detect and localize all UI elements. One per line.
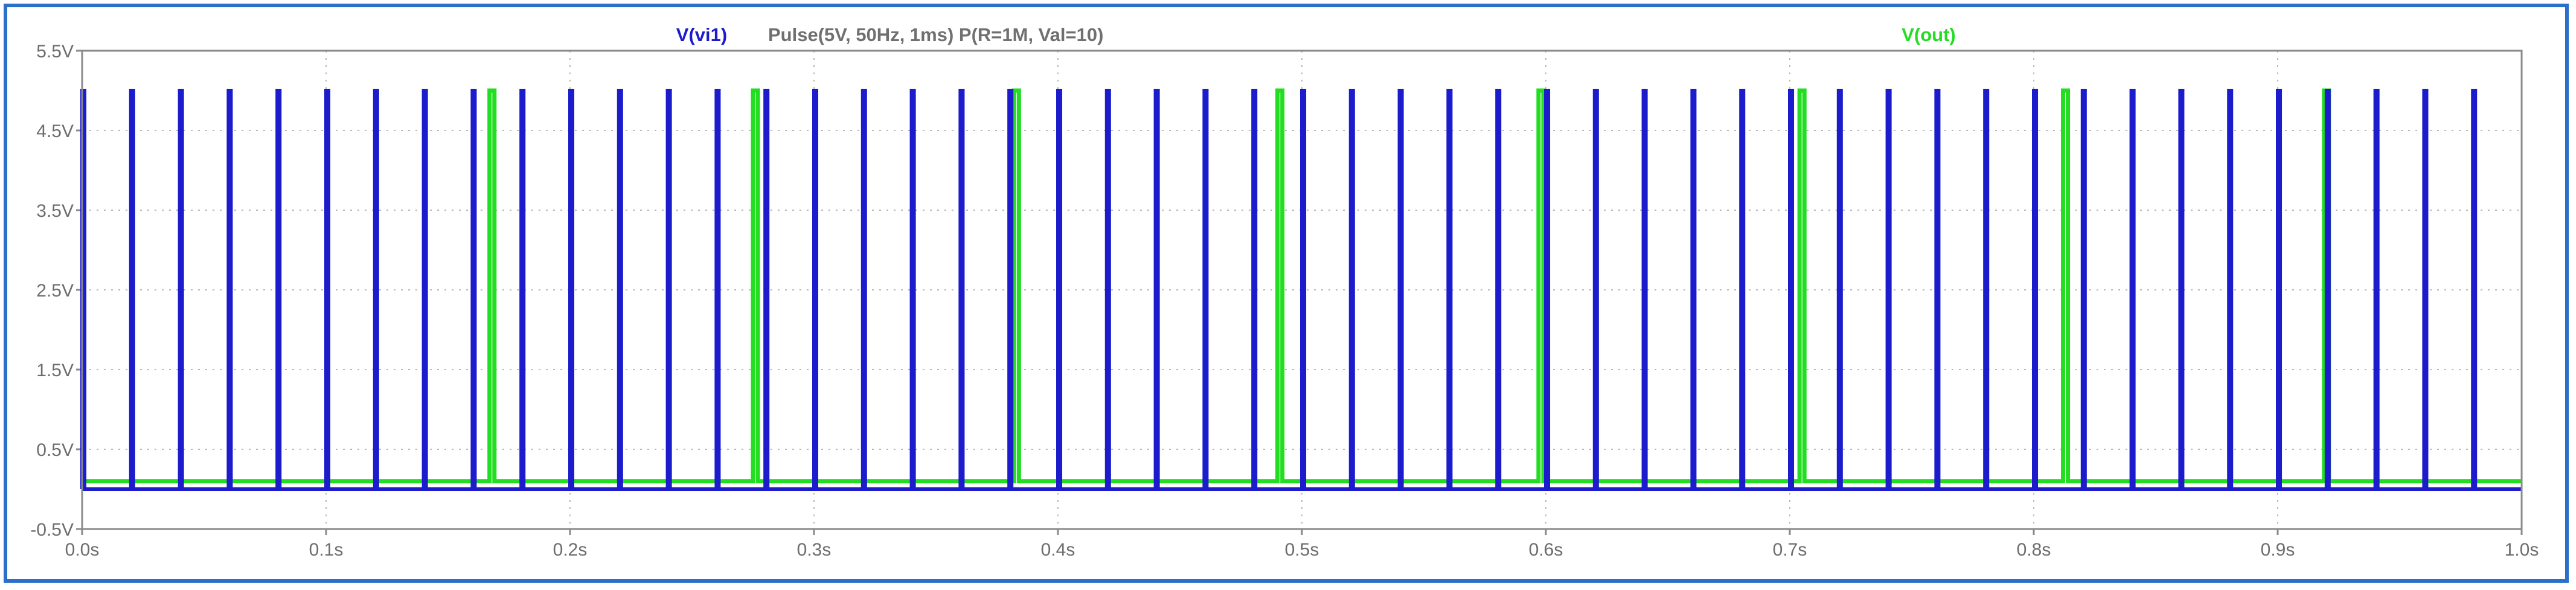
series-traces: [80, 88, 2522, 491]
waveform-plot[interactable]: 5.5V4.5V3.5V2.5V1.5V0.5V-0.5V 0.0s 0.1s 0.…: [7, 7, 2565, 579]
series-vvi1: [80, 89, 2522, 491]
series-vout: [82, 88, 2522, 484]
plot-border: [81, 50, 2523, 530]
x-axis-ticks: 0.0s 0.1s 0.2s 0.3s 0.4s 0.5s 0.6s 0.7s 0.8s 0.9s…: [65, 529, 2539, 560]
x-tick-label: 0.6s: [1529, 540, 1563, 560]
spice-directive-caption: Pulse(5V, 50Hz, 1ms) P(R=1M, Val=10): [768, 24, 1103, 45]
y-tick-label: 2.5V: [36, 281, 74, 301]
legend-v-vi1[interactable]: V(vi1): [676, 24, 727, 45]
x-tick-label: 0.4s: [1041, 540, 1075, 560]
y-tick-label: 3.5V: [36, 201, 74, 221]
x-tick-label: 0.5s: [1285, 540, 1319, 560]
x-tick-label: 0.0s: [65, 540, 100, 560]
series-trace[interactable]: [82, 88, 2522, 484]
y-axis-ticks: 5.5V 4.5V 3.5V 2.5V 1.5V 0.5V -0.5V: [30, 42, 82, 540]
series-trace[interactable]: [80, 89, 2522, 491]
legend-v-out[interactable]: V(out): [1902, 24, 1956, 45]
x-tick-label: 1.0s: [2505, 540, 2539, 560]
y-tick-label: 0.5V: [36, 440, 74, 460]
x-tick-label: 0.1s: [309, 540, 344, 560]
y-tick-label: 4.5V: [36, 121, 74, 141]
y-tick-label: 1.5V: [36, 361, 74, 380]
waveform-window: 5.5V 4.5V 3.5V 2.5V 1.5V 0.5V -0.5V 0.0s 0.1s 0.…: [4, 4, 2569, 583]
y-tick-label: -0.5V: [30, 520, 74, 540]
x-tick-label: 0.7s: [1773, 540, 1807, 560]
y-tick-label: 5.5V: [36, 42, 74, 62]
x-tick-label: 0.8s: [2017, 540, 2051, 560]
x-tick-label: 0.3s: [797, 540, 831, 560]
x-tick-label: 0.2s: [553, 540, 588, 560]
x-tick-label: 0.9s: [2261, 540, 2295, 560]
